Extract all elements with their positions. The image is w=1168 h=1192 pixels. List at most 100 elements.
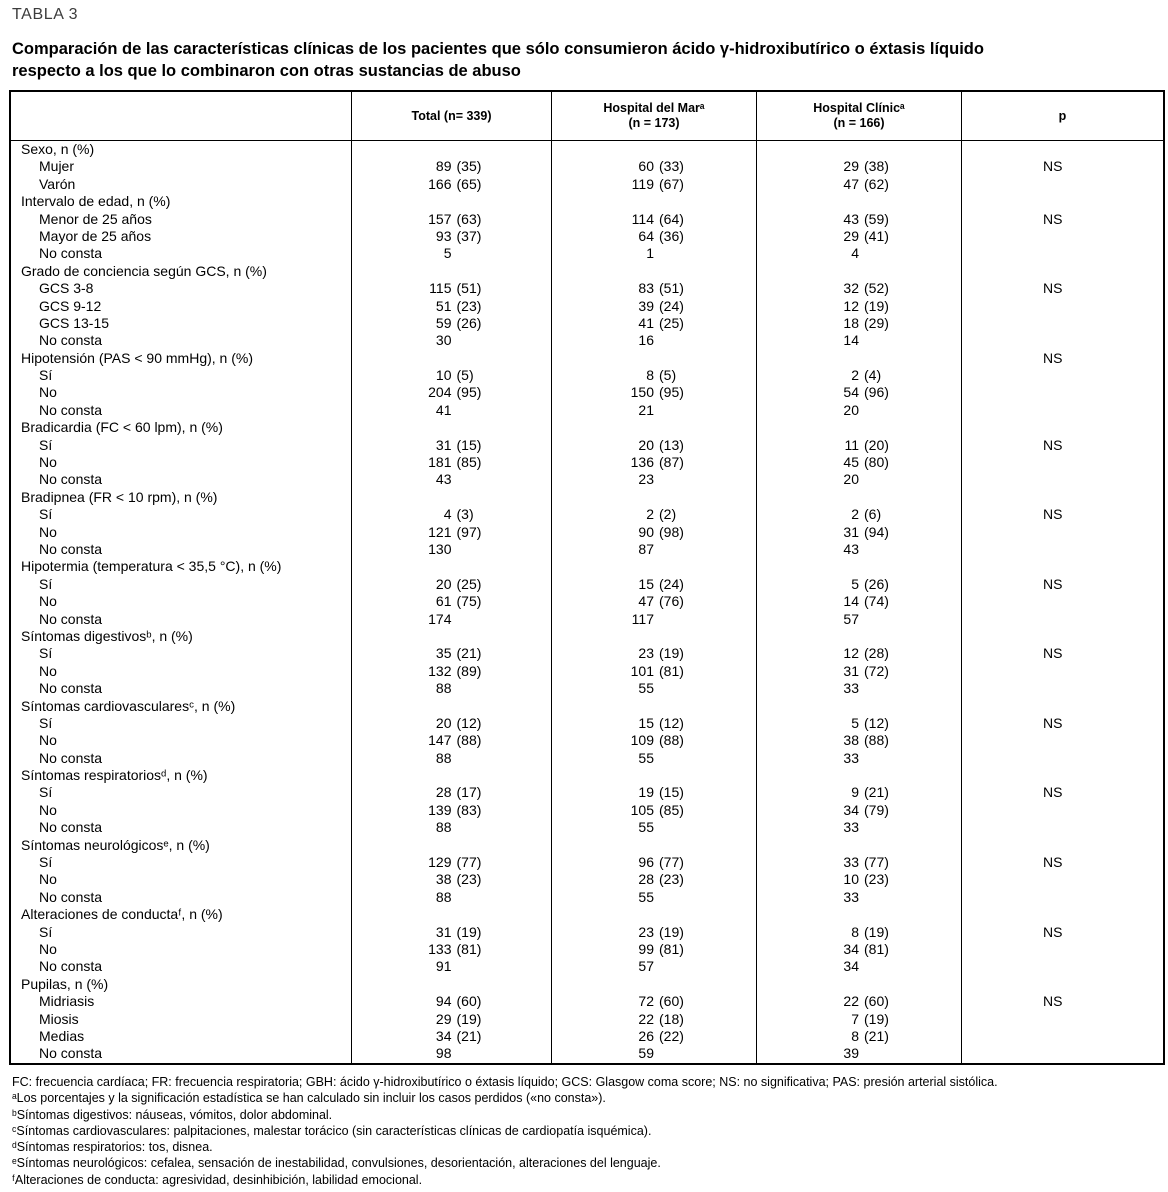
value-count: 35: [435, 645, 452, 662]
value-percent: (59): [864, 210, 889, 227]
cell-hospital-clinic: [756, 627, 961, 646]
value-percent: [859, 767, 961, 784]
value-percent: (21): [456, 1027, 482, 1044]
cell-hospital-del-mar: 41 (25): [551, 314, 756, 333]
value-percent: (60): [456, 993, 482, 1010]
cell-hospital-clinic: 34 (79): [756, 801, 961, 820]
value-count: [552, 767, 654, 784]
cell-hospital-del-mar: [551, 627, 756, 646]
cell-hospital-del-mar: 109 (88): [551, 732, 756, 750]
value-percent: [1063, 1011, 1164, 1028]
value-count: [757, 628, 859, 645]
value-count: [552, 141, 654, 158]
value-percent: (12): [456, 714, 482, 731]
value-percent: [859, 332, 961, 349]
cell-p-value: [961, 384, 1163, 402]
value-percent: [1063, 1028, 1164, 1045]
table-row: No consta 43 23 20: [11, 471, 1164, 489]
cell-hospital-del-mar: 19 (15): [551, 784, 756, 802]
row-subitem-label: No consta: [39, 401, 103, 418]
value-count: [962, 524, 1063, 541]
value-count: [962, 558, 1063, 575]
table-row: Sí 35 (21) 23 (19) 12 (28) NS: [11, 645, 1163, 663]
value-count: 57: [638, 958, 654, 975]
table-title-line1: Comparación de las características clíni…: [12, 40, 984, 58]
table-row: Midriasis 94 (60) 72 (60) 22 (60) NS: [11, 993, 1163, 1011]
value-count: 20: [843, 401, 859, 418]
table-row: Miosis 29 (19) 22 (18) 7 (19): [11, 1010, 1164, 1028]
table-row: No consta 88 55 33: [11, 888, 1163, 907]
value-count: [962, 750, 1063, 767]
value-percent: [452, 837, 552, 854]
value-percent: (75): [456, 593, 482, 610]
value-percent: (96): [864, 384, 889, 401]
cell-hospital-del-mar: [551, 141, 756, 159]
cell-total: 93 (37): [351, 227, 551, 246]
value-percent: [1063, 419, 1164, 436]
value-percent: (88): [456, 732, 482, 749]
cell-p-value: [961, 314, 1163, 333]
row-subitem-label: No: [39, 871, 57, 888]
value-percent: [1063, 471, 1164, 488]
value-count: 31: [843, 662, 859, 679]
value-count: 90: [638, 523, 654, 540]
value-percent: (35): [456, 158, 482, 175]
value-percent: [1063, 924, 1164, 941]
value-percent: (79): [864, 801, 889, 818]
cell-total: [351, 836, 552, 855]
value-percent: [654, 976, 756, 993]
cell-hospital-clinic: [756, 349, 961, 368]
value-count: [552, 489, 654, 506]
value-percent: [1063, 576, 1164, 593]
value-count: [962, 228, 1063, 245]
cell-hospital-clinic: [756, 141, 961, 159]
table-title-line2: respecto a los que lo combinaron con otr…: [12, 61, 521, 80]
value-count: 166: [428, 175, 452, 192]
cell-p-value: [961, 958, 1163, 976]
value-percent: [859, 419, 961, 436]
cell-p-value: [961, 975, 1164, 994]
table-row: Intervalo de edad, n (%): [11, 193, 1163, 211]
value-percent: [452, 889, 552, 906]
value-percent: (19): [864, 923, 889, 940]
row-subitem-label: Sí: [39, 714, 53, 731]
value-percent: [1063, 332, 1164, 349]
value-count: 115: [429, 280, 452, 297]
value-percent: (23): [456, 297, 482, 314]
cell-total: 139 (83): [351, 801, 551, 820]
value-count: 55: [638, 749, 654, 766]
value-count: 38: [843, 732, 859, 749]
table-row: No 181 (85) 136 (87) 45 (80): [11, 454, 1163, 472]
value-percent: [452, 750, 552, 767]
value-count: NS: [1043, 210, 1063, 227]
value-percent: (28): [864, 645, 889, 662]
table-row: No consta 41 21 20: [11, 401, 1163, 420]
value-percent: (64): [659, 210, 684, 227]
row-section-label: Pupilas, n (%): [21, 975, 109, 992]
cell-p-value: [961, 1027, 1164, 1046]
value-percent: [1063, 976, 1164, 993]
table-row: Sí 20 (25) 15 (24) 5 (26) NS: [11, 575, 1164, 594]
value-percent: (13): [659, 436, 684, 453]
value-count: 8: [851, 1027, 859, 1044]
cell-p-value: NS: [961, 784, 1163, 802]
value-percent: [654, 402, 756, 419]
row-section-label: Sexo, n (%): [21, 141, 95, 157]
table-row: Bradipnea (FR < 10 rpm), n (%): [11, 488, 1163, 507]
cell-hospital-del-mar: 23: [551, 471, 756, 489]
value-count: [962, 767, 1063, 784]
cell-p-value: NS: [961, 575, 1164, 594]
value-count: [352, 698, 452, 715]
value-count: 129: [428, 854, 452, 871]
cell-hospital-clinic: 4: [756, 245, 961, 263]
value-count: 57: [843, 610, 859, 627]
cell-total: 88: [351, 819, 551, 837]
value-percent: [859, 698, 961, 715]
cell-hospital-del-mar: 26 (22): [551, 1027, 756, 1046]
value-count: [962, 732, 1063, 749]
value-count: 4: [443, 506, 452, 523]
value-count: [962, 541, 1063, 558]
value-count: [552, 628, 654, 645]
cell-total: 88: [351, 749, 552, 768]
value-count: 20: [435, 575, 452, 592]
